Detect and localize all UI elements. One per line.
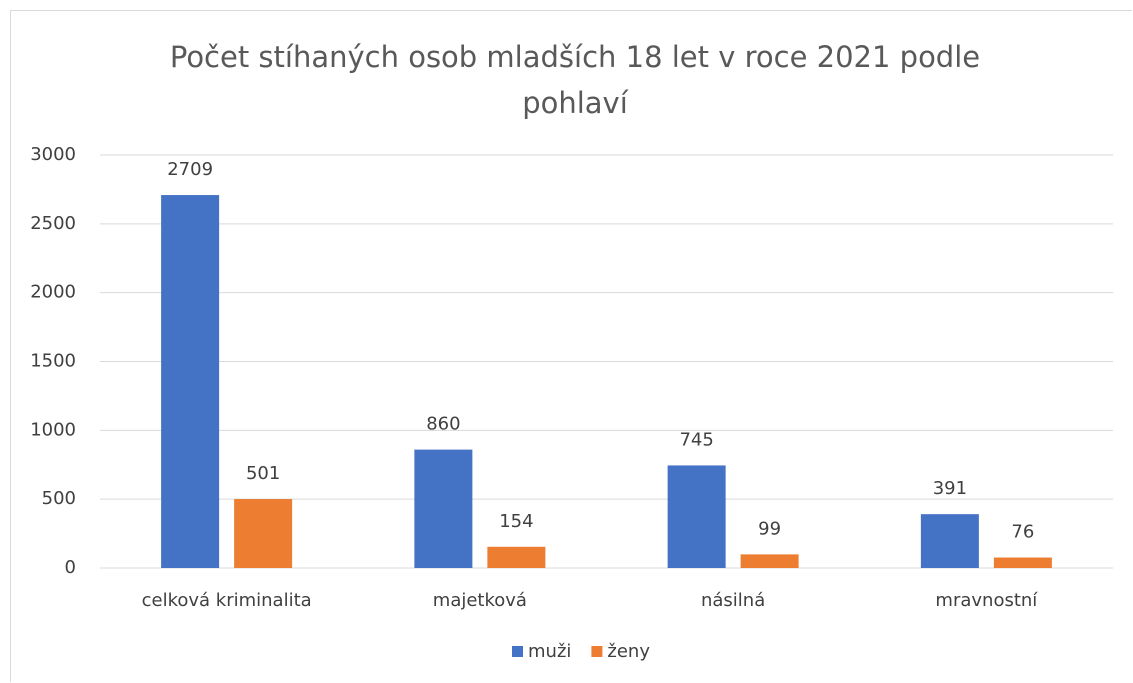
- data-label: 99: [758, 518, 781, 539]
- bar: [234, 499, 293, 568]
- chart-frame: [10, 10, 1132, 682]
- bar: [993, 557, 1052, 568]
- legend-swatch: [512, 646, 523, 657]
- bar: [161, 195, 220, 568]
- y-tick-label: 1500: [30, 351, 76, 372]
- data-label: 154: [499, 511, 533, 532]
- chart-title: Počet stíhaných osob mladších 18 let v r…: [169, 40, 981, 120]
- data-label: 501: [246, 463, 280, 484]
- y-tick-label: 3000: [30, 144, 76, 165]
- bar: [487, 546, 546, 568]
- y-tick-label: 2500: [30, 213, 76, 234]
- y-tick-label: 500: [42, 488, 76, 509]
- x-tick-label: mravnostní: [935, 590, 1038, 611]
- data-label: 76: [1011, 522, 1034, 543]
- legend-label: muži: [528, 641, 571, 662]
- data-label: 391: [933, 478, 967, 499]
- bar: [414, 449, 473, 568]
- y-tick-label: 2000: [30, 282, 76, 303]
- y-tick-label: 0: [65, 557, 76, 578]
- x-tick-label: celková kriminalita: [142, 590, 312, 611]
- legend-label: ženy: [607, 641, 650, 662]
- data-label: 860: [426, 414, 460, 435]
- bar: [740, 554, 799, 568]
- legend-swatch: [591, 646, 603, 657]
- y-tick-label: 1000: [30, 419, 76, 440]
- bar: [920, 514, 979, 568]
- x-tick-label: násilná: [701, 590, 765, 611]
- data-label: 745: [679, 429, 713, 450]
- data-label: 2709: [167, 159, 213, 180]
- bar: [667, 465, 726, 568]
- x-tick-label: majetková: [433, 590, 527, 611]
